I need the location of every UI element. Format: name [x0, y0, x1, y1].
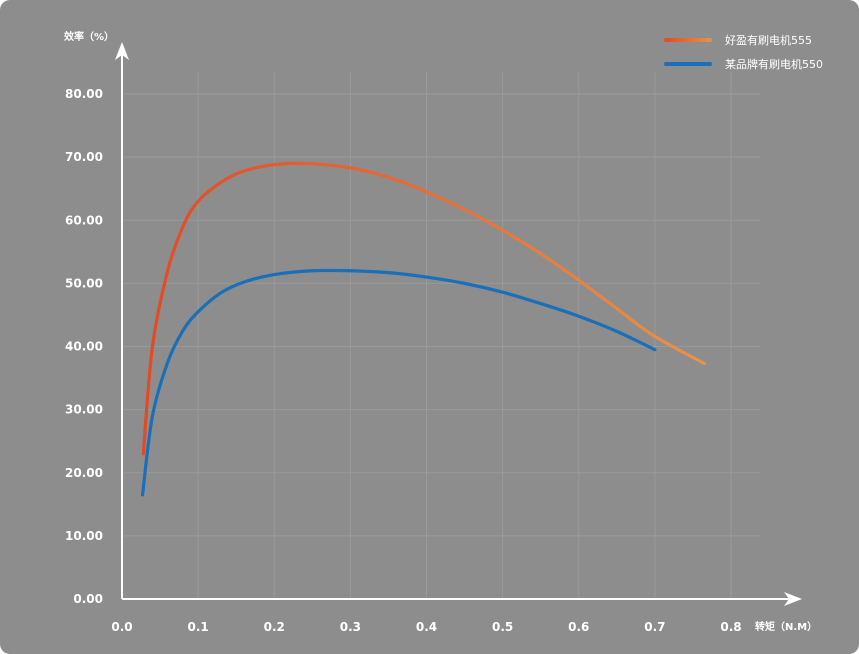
- x-tick-label: 0.6: [568, 620, 589, 634]
- y-tick-label: 70.00: [65, 150, 103, 164]
- legend-label: 好盈有刷电机555: [725, 33, 812, 47]
- y-tick-label: 30.00: [65, 403, 103, 417]
- x-tick-label: 0.0: [111, 620, 132, 634]
- legend-item-2: 某品牌有刷电机550: [664, 57, 823, 71]
- x-tick-label: 0.4: [416, 620, 437, 634]
- x-tick-label: 0.7: [644, 620, 665, 634]
- x-tick-label: 0.1: [187, 620, 208, 634]
- legend: 好盈有刷电机555 某品牌有刷电机550: [664, 33, 823, 71]
- y-tick-label: 80.00: [65, 87, 103, 101]
- y-axis-arrow: [115, 42, 129, 60]
- x-tick-label: 0.3: [340, 620, 361, 634]
- y-tick-label: 40.00: [65, 340, 103, 354]
- y-tick-label: 10.00: [65, 529, 103, 543]
- y-tick-label: 60.00: [65, 213, 103, 227]
- y-tick-label: 0.00: [73, 592, 103, 606]
- x-tick-label: 0.5: [492, 620, 513, 634]
- y-tick-label: 20.00: [65, 466, 103, 480]
- tick-labels: 0.00 10.00 20.00 30.00 40.00 50.00 60.00 70.00 8…: [65, 87, 742, 634]
- x-tick-label: 0.8: [720, 620, 741, 634]
- legend-item-1: 好盈有刷电机555: [664, 33, 812, 47]
- x-axis-title: 转矩（N.M）: [755, 620, 817, 633]
- x-tick-label: 0.2: [264, 620, 285, 634]
- y-axis-title: 效率（%）: [64, 30, 114, 43]
- grid-lines: [122, 72, 760, 599]
- x-axis-arrow: [784, 592, 802, 606]
- legend-swatch: [664, 62, 712, 66]
- series-line-1: [141, 161, 706, 456]
- legend-swatch: [664, 38, 712, 42]
- y-tick-label: 50.00: [65, 276, 103, 290]
- series-line-2: [140, 268, 657, 497]
- axes: [115, 42, 802, 606]
- series-lines: [140, 161, 706, 497]
- legend-label: 某品牌有刷电机550: [725, 57, 823, 71]
